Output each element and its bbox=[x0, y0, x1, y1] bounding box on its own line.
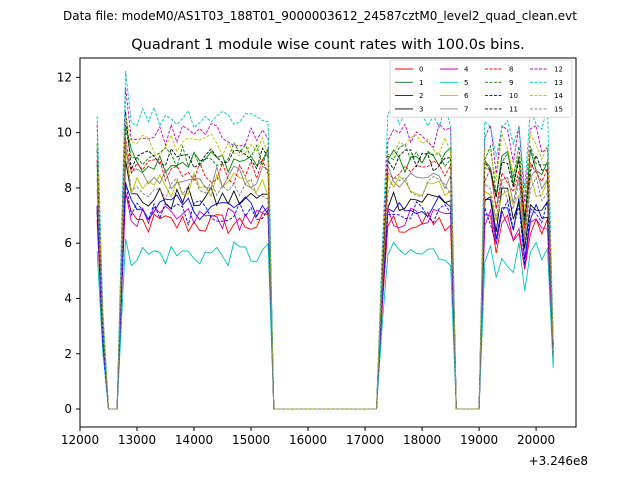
legend-label-6: 6 bbox=[464, 92, 469, 100]
y-tick-label: 12 bbox=[57, 70, 72, 84]
plot-area: 12000 13000 14000 15000 16000 17000 18000 19000… bbox=[57, 57, 588, 468]
series-line-14 bbox=[96, 115, 554, 410]
y-axis: 0 2 4 6 8 10 12 bbox=[57, 70, 80, 416]
x-offset-text: +3.246e8 bbox=[529, 454, 588, 468]
legend-label-2: 2 bbox=[419, 92, 423, 100]
legend-label-4: 4 bbox=[464, 66, 469, 74]
legend-label-12: 12 bbox=[554, 66, 563, 74]
legend-label-1: 1 bbox=[419, 79, 423, 87]
y-tick-label: 6 bbox=[64, 236, 72, 250]
legend-label-9: 9 bbox=[509, 79, 513, 87]
x-axis: 12000 13000 14000 15000 16000 17000 18000 19000… bbox=[61, 427, 555, 447]
x-tick-label: 20000 bbox=[517, 433, 555, 447]
legend-label-5: 5 bbox=[464, 79, 468, 87]
axes-background bbox=[80, 58, 576, 427]
x-tick-label: 14000 bbox=[175, 433, 213, 447]
series-line-10 bbox=[96, 181, 554, 410]
y-tick-label: 10 bbox=[57, 126, 72, 140]
legend-label-0: 0 bbox=[419, 66, 423, 74]
x-tick-label: 18000 bbox=[403, 433, 441, 447]
y-tick-label: 4 bbox=[64, 291, 72, 305]
legend-label-13: 13 bbox=[554, 79, 563, 87]
x-tick-label: 16000 bbox=[289, 433, 327, 447]
x-tick-label: 15000 bbox=[232, 433, 270, 447]
y-tick-label: 8 bbox=[64, 181, 72, 195]
legend-label-15: 15 bbox=[554, 105, 563, 113]
chart-title: Quadrant 1 module wise count rates with … bbox=[131, 37, 525, 53]
legend-label-14: 14 bbox=[554, 92, 563, 100]
x-tick-label: 19000 bbox=[460, 433, 498, 447]
series-line-15 bbox=[96, 143, 554, 410]
series-group bbox=[96, 70, 554, 410]
legend-label-3: 3 bbox=[419, 105, 423, 113]
legend-label-10: 10 bbox=[509, 92, 518, 100]
legend-label-8: 8 bbox=[509, 66, 513, 74]
x-tick-label: 17000 bbox=[346, 433, 384, 447]
legend-label-7: 7 bbox=[464, 105, 468, 113]
legend-label-11: 11 bbox=[509, 105, 518, 113]
legend-box bbox=[389, 59, 573, 118]
y-tick-label: 2 bbox=[64, 347, 72, 361]
x-tick-label: 12000 bbox=[61, 433, 99, 447]
suptitle: Data file: modeM0/AS1T03_188T01_90000036… bbox=[63, 9, 577, 23]
y-tick-label: 0 bbox=[64, 402, 72, 416]
x-tick-label: 13000 bbox=[118, 433, 156, 447]
axes-frame bbox=[79, 57, 577, 428]
